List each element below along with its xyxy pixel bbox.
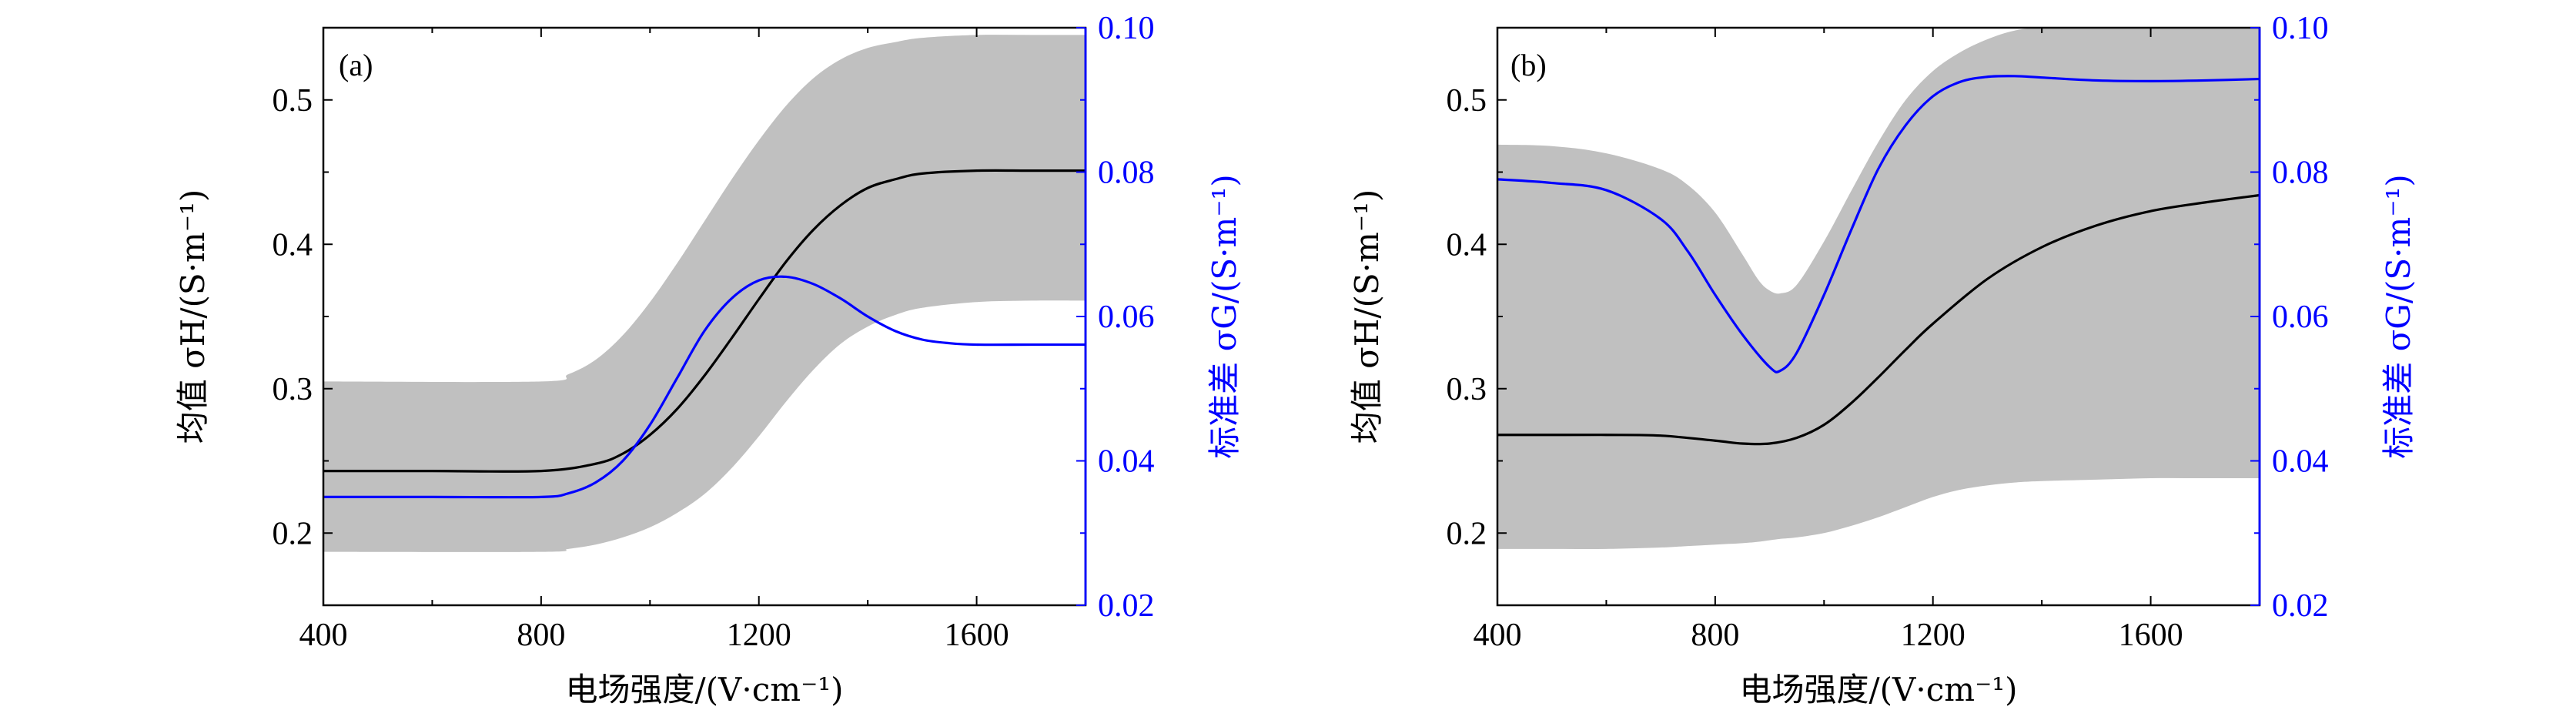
left-y-tick-label: 0.2 (273, 516, 313, 551)
panel-label: (b) (1510, 48, 1547, 82)
x-tick-label: 1200 (727, 618, 791, 653)
chart-panel-a: 400 800 1200 1600 0.2 0.3 0.4 0.5 0.02 0.04 0.06… (174, 11, 1243, 708)
x-tick-label: 800 (1691, 618, 1739, 653)
x-axis: 400 800 1200 1600 (1474, 28, 2260, 653)
left-y-tick-label: 0.5 (273, 83, 313, 119)
right-y-tick-label: 0.02 (1098, 588, 1155, 624)
left-y-tick-label: 0.3 (1447, 372, 1487, 407)
right-y-tick-label: 0.06 (1098, 300, 1155, 335)
left-y-tick-label: 0.5 (1447, 83, 1487, 119)
mean-line (323, 169, 1086, 473)
right-y-tick-label: 0.10 (2272, 11, 2329, 46)
right-y-tick-label: 0.08 (1098, 156, 1155, 191)
right-y-axis-title: 标准差 σG/(S·m⁻¹) (1206, 174, 1243, 458)
left-y-axis-title: 均值 σH/(S·m⁻¹) (174, 189, 212, 444)
uncertainty-band (1497, 28, 2260, 550)
x-tick-label: 800 (517, 618, 565, 653)
left-y-axis: 0.2 0.3 0.4 0.5 (273, 27, 333, 606)
right-y-axis: 0.02 0.04 0.06 0.08 0.10 (2250, 11, 2329, 624)
uncertainty-band (323, 35, 1086, 552)
left-y-tick-label: 0.4 (1447, 227, 1487, 263)
x-axis-title: 电场强度/(V·cm⁻¹) (566, 671, 844, 708)
mean-line (1497, 193, 2260, 446)
left-y-axis: 0.2 0.3 0.4 0.5 (1447, 27, 1507, 606)
std-line (323, 275, 1086, 499)
x-axis-title: 电场强度/(V·cm⁻¹) (1740, 671, 2018, 708)
x-tick-label: 1600 (945, 618, 1009, 653)
left-y-tick-label: 0.3 (273, 372, 313, 407)
right-y-tick-label: 0.08 (2272, 156, 2329, 191)
left-y-tick-label: 0.2 (1447, 516, 1487, 551)
x-axis: 400 800 1200 1600 (299, 28, 1086, 653)
chart-panel-b: 400 800 1200 1600 0.2 0.3 0.4 0.5 0.02 0.04 0.06… (1348, 11, 2417, 708)
right-y-tick-label: 0.04 (1098, 444, 1155, 480)
x-tick-label: 1600 (2119, 618, 2183, 653)
right-y-axis: 0.02 0.04 0.06 0.08 0.10 (1076, 11, 1155, 624)
x-tick-label: 400 (299, 618, 348, 653)
x-tick-label: 1200 (1901, 618, 1965, 653)
right-y-tick-label: 0.02 (2272, 588, 2329, 624)
right-y-tick-label: 0.04 (2272, 444, 2329, 480)
right-y-axis-title: 标准差 σG/(S·m⁻¹) (2380, 174, 2417, 458)
x-tick-label: 400 (1474, 618, 1522, 653)
std-line (1497, 75, 2260, 373)
right-y-tick-label: 0.06 (2272, 300, 2329, 335)
right-y-tick-label: 0.10 (1098, 11, 1155, 46)
left-y-axis-title: 均值 σH/(S·m⁻¹) (1348, 189, 1386, 444)
left-y-tick-label: 0.4 (273, 227, 313, 263)
panel-label: (a) (339, 48, 373, 82)
